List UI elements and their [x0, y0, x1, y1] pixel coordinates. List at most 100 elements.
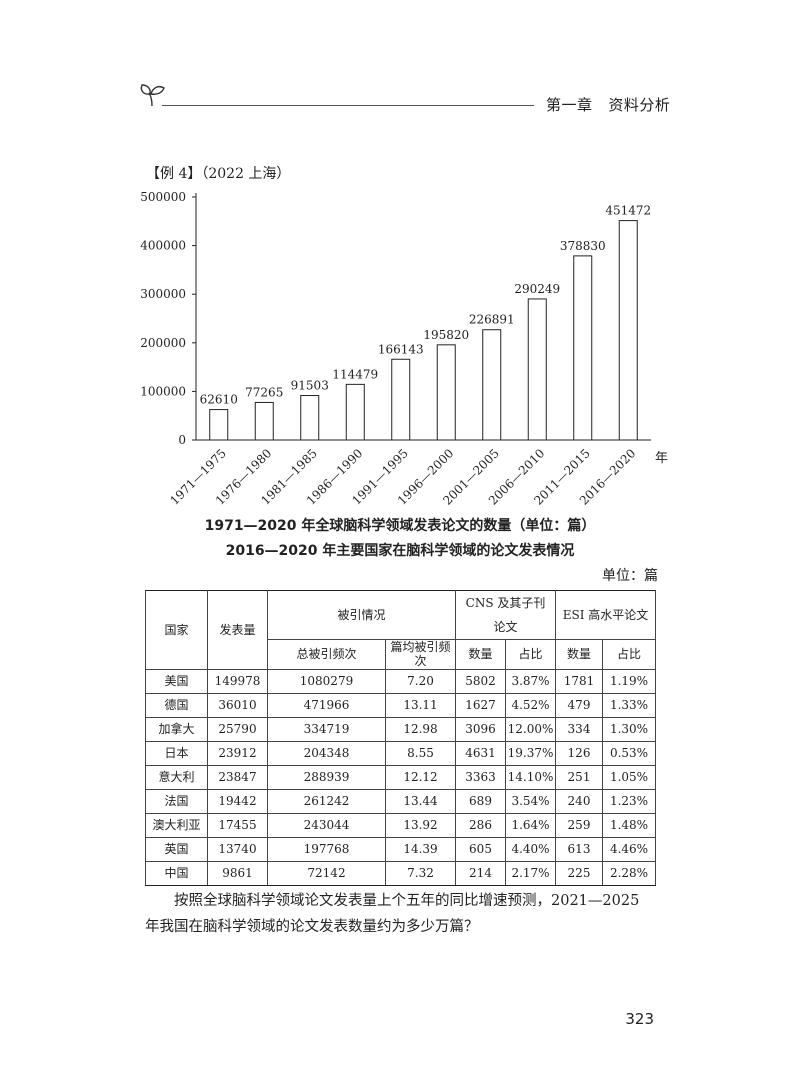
table-unit: 单位：篇 — [602, 568, 658, 584]
cell-avg-cites: 13.11 — [385, 692, 456, 718]
header-esi-share: 占比 — [602, 639, 656, 670]
cell-esi-number: 126 — [555, 740, 603, 766]
cell-count: 17455 — [207, 812, 268, 838]
cell-esi-share: 1.19% — [602, 668, 656, 694]
page-number: 323 — [625, 1010, 654, 1028]
cell-country: 美国 — [145, 668, 208, 694]
cell-esi-share: 1.05% — [602, 764, 656, 790]
y-tick-label: 200000 — [140, 336, 186, 350]
bar-value-label: 62610 — [200, 393, 238, 407]
cell-country: 意大利 — [145, 764, 208, 790]
table-row: 中国 9861 72142 7.32 214 2.17% 225 2.28% — [145, 860, 656, 886]
cell-total-cites: 197768 — [267, 836, 386, 862]
cell-cns-number: 689 — [455, 788, 506, 814]
bar — [209, 409, 229, 441]
cell-cns-number: 286 — [455, 812, 506, 838]
bar — [436, 344, 456, 441]
header-cns-number: 数量 — [455, 639, 506, 670]
cell-country: 日本 — [145, 740, 208, 766]
cell-esi-share: 1.30% — [602, 716, 656, 742]
bar-value-label: 114479 — [332, 367, 378, 381]
header-cns-share: 占比 — [505, 639, 556, 670]
cell-cns-number: 3096 — [455, 716, 506, 742]
header-cns: CNS 及其子刊论文 — [455, 590, 556, 640]
cell-cns-share: 4.40% — [505, 836, 556, 862]
cell-total-cites: 72142 — [267, 860, 386, 886]
cell-count: 149978 — [207, 668, 268, 694]
cell-esi-share: 1.23% — [602, 788, 656, 814]
cell-esi-share: 1.33% — [602, 692, 656, 718]
bar — [527, 298, 547, 441]
cell-count: 23912 — [207, 740, 268, 766]
cell-cns-share: 3.87% — [505, 668, 556, 694]
cell-esi-share: 0.53% — [602, 740, 656, 766]
bar-value-label: 378830 — [560, 239, 606, 253]
running-header: 第一章 资料分析 — [546, 94, 670, 115]
cell-esi-number: 225 — [555, 860, 603, 886]
y-tick-label: 400000 — [140, 239, 186, 253]
table-body: 美国 149978 1080279 7.20 5802 3.87% 1781 1.19% 德国 3… — [145, 668, 656, 886]
cell-total-cites: 261242 — [267, 788, 386, 814]
y-tick-label: 100000 — [140, 384, 186, 398]
cell-country: 英国 — [145, 836, 208, 862]
section-label: 资料分析 — [608, 96, 671, 114]
bar — [573, 255, 593, 441]
header-esi-number: 数量 — [555, 639, 603, 670]
cell-avg-cites: 14.39 — [385, 836, 456, 862]
cell-cns-number: 5802 — [455, 668, 506, 694]
table-title: 2016—2020 年主要国家在脑科学领域的论文发表情况 — [225, 543, 575, 559]
bar-value-label: 226891 — [469, 313, 515, 327]
table-row: 英国 13740 197768 14.39 605 4.40% 613 4.46% — [145, 836, 656, 862]
cell-cns-share: 12.00% — [505, 716, 556, 742]
cell-avg-cites: 12.98 — [385, 716, 456, 742]
bar-value-label: 91503 — [291, 379, 329, 393]
bar-value-label: 166143 — [378, 342, 424, 356]
cell-avg-cites: 8.55 — [385, 740, 456, 766]
table-row: 加拿大 25790 334719 12.98 3096 12.00% 334 1.30% — [145, 716, 656, 742]
bar-value-label: 77265 — [245, 385, 283, 399]
cell-total-cites: 243044 — [267, 812, 386, 838]
example-label: 【例 4】（2022 上海） — [146, 166, 291, 182]
cell-country: 加拿大 — [145, 716, 208, 742]
cell-total-cites: 288939 — [267, 764, 386, 790]
header-total-cites: 总被引频次 — [267, 639, 386, 670]
cell-esi-number: 613 — [555, 836, 603, 862]
cell-esi-number: 259 — [555, 812, 603, 838]
cell-cns-share: 1.64% — [505, 812, 556, 838]
cell-country: 法国 — [145, 788, 208, 814]
data-table: 国家 发表量 被引情况 CNS 及其子刊论文 ESI 高水平论文 总被引频次 篇… — [145, 590, 656, 886]
cell-country: 德国 — [145, 692, 208, 718]
x-axis-unit-label: 年 — [655, 451, 668, 466]
bar — [300, 395, 320, 441]
cell-total-cites: 204348 — [267, 740, 386, 766]
chapter-label: 第一章 — [546, 96, 593, 114]
cell-count: 9861 — [207, 860, 268, 886]
cell-total-cites: 334719 — [267, 716, 386, 742]
cell-count: 36010 — [207, 692, 268, 718]
header-citations: 被引情况 — [267, 590, 456, 640]
cell-total-cites: 471966 — [267, 692, 386, 718]
bar — [254, 401, 274, 441]
bar-value-label: 195820 — [423, 328, 469, 342]
table-row: 澳大利亚 17455 243044 13.92 286 1.64% 259 1.48% — [145, 812, 656, 838]
header-avg-cites: 篇均被引频次 — [385, 639, 456, 670]
table-row: 日本 23912 204348 8.55 4631 19.37% 126 0.53% — [145, 740, 656, 766]
bar — [618, 220, 638, 441]
cell-country: 澳大利亚 — [145, 812, 208, 838]
cell-avg-cites: 7.32 — [385, 860, 456, 886]
cell-cns-share: 3.54% — [505, 788, 556, 814]
header-cns-label: CNS 及其子刊论文 — [465, 596, 546, 634]
cell-count: 19442 — [207, 788, 268, 814]
cell-esi-share: 1.48% — [602, 812, 656, 838]
chart-title: 1971—2020 年全球脑科学领域发表论文的数量（单位：篇） — [204, 518, 596, 534]
sprout-icon — [140, 84, 165, 107]
cell-cns-number: 605 — [455, 836, 506, 862]
bar — [482, 329, 502, 441]
cell-cns-share: 19.37% — [505, 740, 556, 766]
cell-count: 23847 — [207, 764, 268, 790]
cell-cns-number: 1627 — [455, 692, 506, 718]
cell-esi-number: 240 — [555, 788, 603, 814]
bar-value-label: 290249 — [514, 282, 560, 296]
cell-avg-cites: 12.12 — [385, 764, 456, 790]
cell-esi-number: 251 — [555, 764, 603, 790]
